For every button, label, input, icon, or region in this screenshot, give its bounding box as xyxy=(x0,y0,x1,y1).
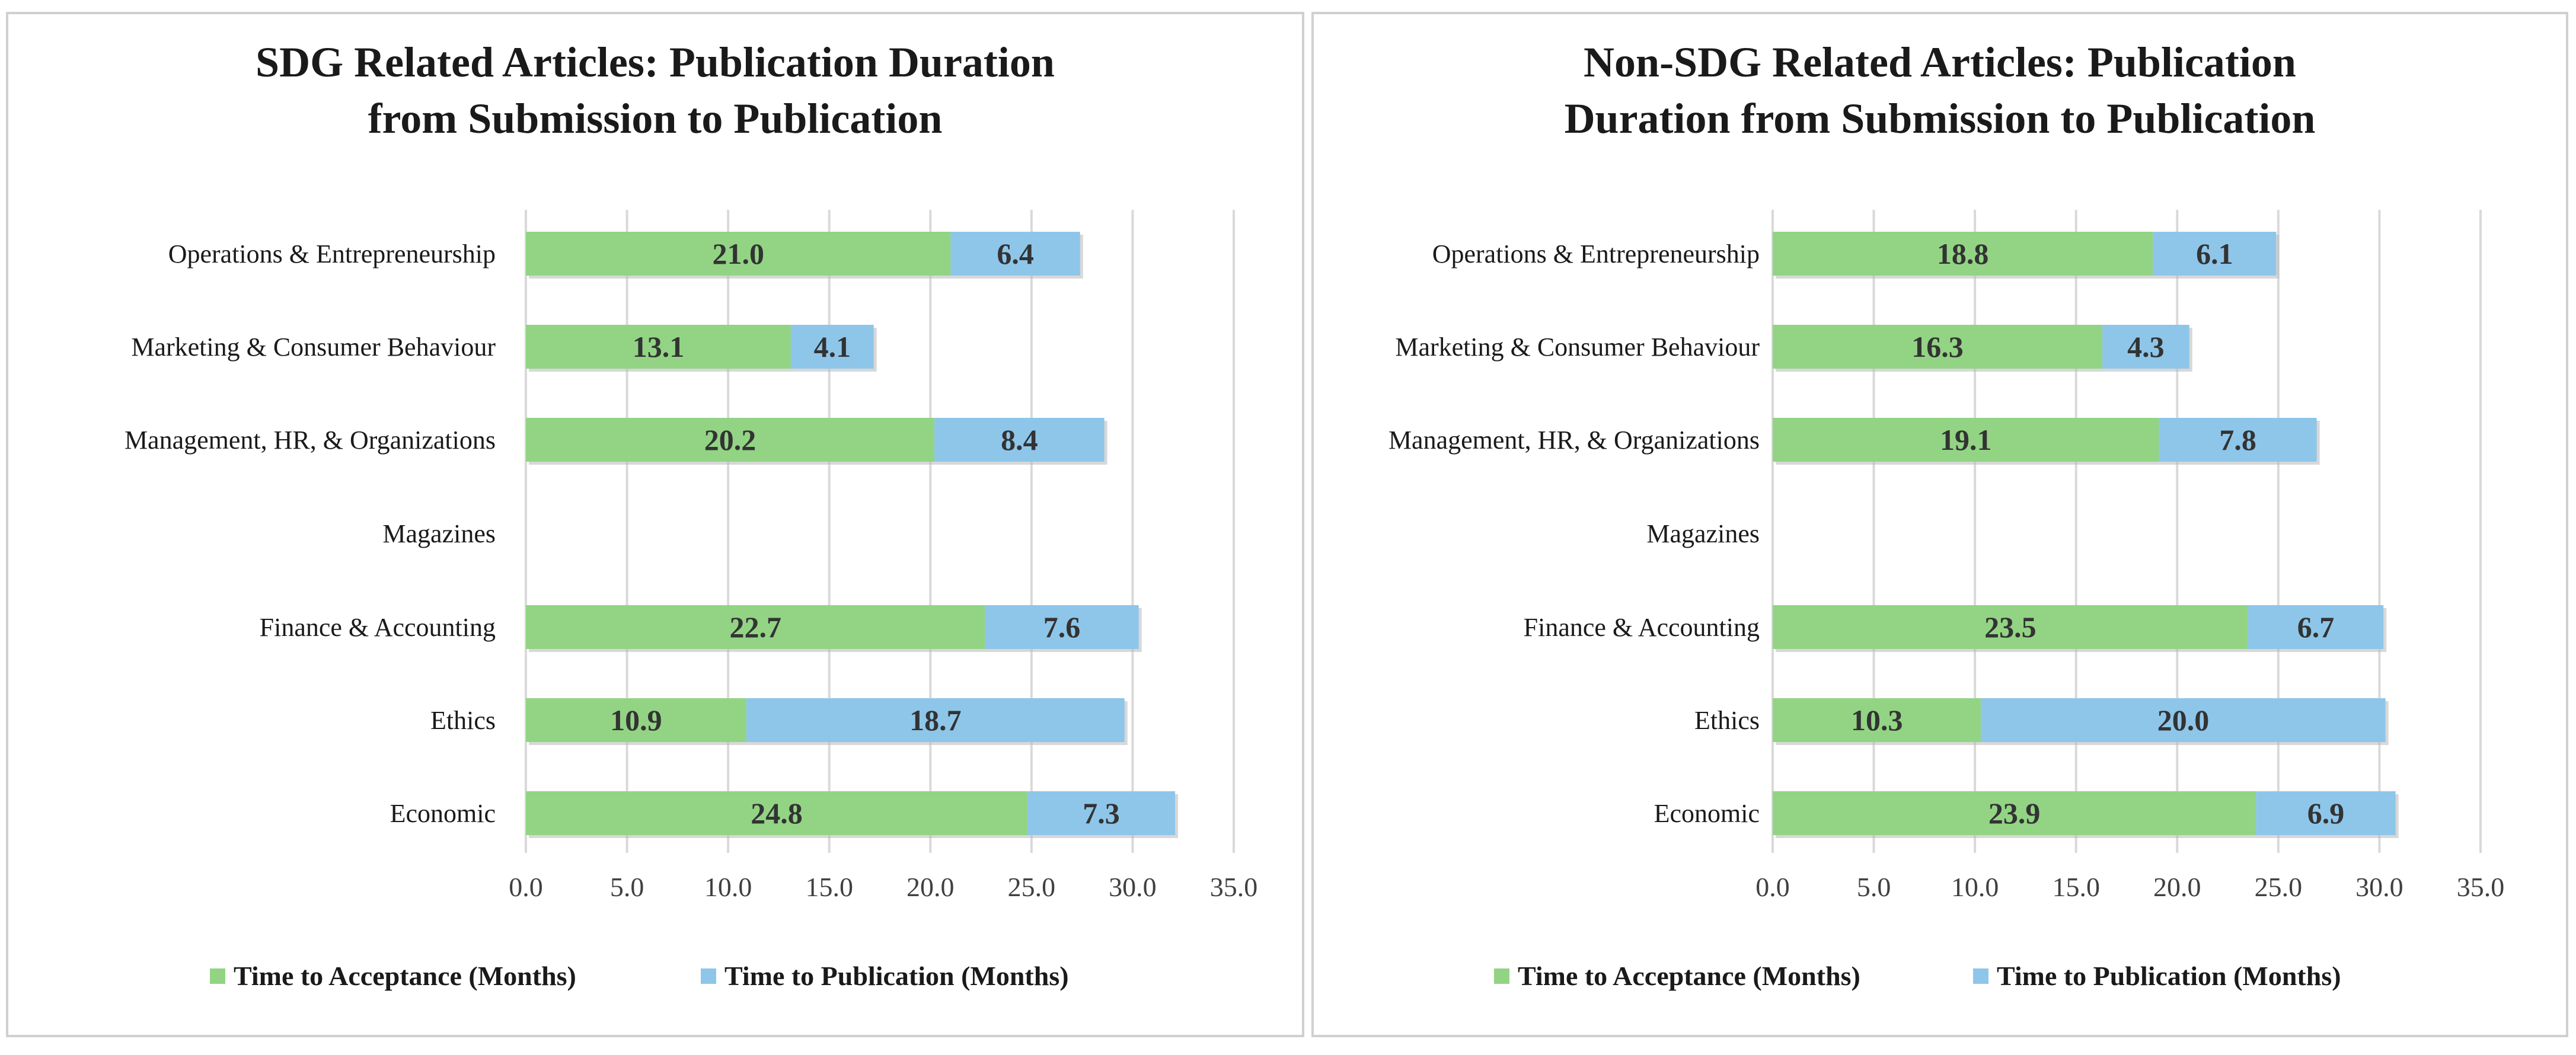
category-label: Management, HR, & Organizations xyxy=(1388,426,1760,455)
data-label: 21.0 xyxy=(712,237,764,270)
bar-publication xyxy=(790,325,874,369)
sdg-chart-panel: SDG Related Articles: Publication Durati… xyxy=(6,12,1304,1037)
data-label: 4.1 xyxy=(814,330,851,363)
data-label: 23.9 xyxy=(1988,797,2041,830)
bar-publication xyxy=(2153,232,2277,276)
x-tick-label: 20.0 xyxy=(906,872,955,902)
category-label: Finance & Accounting xyxy=(1524,613,1760,642)
data-label: 7.6 xyxy=(1043,610,1081,644)
bar-publication xyxy=(2248,605,2384,649)
x-tick-label: 0.0 xyxy=(509,872,543,902)
bar-acceptance xyxy=(526,698,746,742)
x-tick-label: 35.0 xyxy=(1210,872,1258,902)
x-tick-label: 15.0 xyxy=(2052,872,2100,902)
bar-publication xyxy=(1027,791,1176,835)
category-label: Magazines xyxy=(1646,519,1760,548)
legend-swatch xyxy=(1494,968,1509,984)
bar-publication xyxy=(934,418,1105,462)
data-label: 4.3 xyxy=(2127,330,2165,363)
bar-publication xyxy=(2102,325,2189,369)
x-tick-label: 5.0 xyxy=(610,872,644,902)
category-label: Operations & Entrepreneurship xyxy=(168,239,496,268)
data-label: 16.3 xyxy=(1911,330,1964,363)
sdg-chart: SDG Related Articles: Publication Durati… xyxy=(125,39,1258,991)
x-tick-label: 30.0 xyxy=(1109,872,1157,902)
bar-publication xyxy=(950,232,1080,276)
bar-acceptance xyxy=(526,325,791,369)
x-tick-label: 10.0 xyxy=(1951,872,1999,902)
chart-title-line-1: SDG Related Articles: Publication Durati… xyxy=(256,39,1055,86)
category-label: Ethics xyxy=(430,706,496,735)
chart-title-line-1: Non-SDG Related Articles: Publication xyxy=(1584,39,2296,86)
bar-acceptance xyxy=(1773,232,2153,276)
x-tick-label: 0.0 xyxy=(1755,872,1790,902)
legend-label: Time to Acceptance (Months) xyxy=(234,961,576,991)
legend-swatch xyxy=(210,968,225,984)
category-label: Marketing & Consumer Behaviour xyxy=(1395,333,1760,362)
bar-acceptance xyxy=(526,791,1028,835)
data-label: 18.8 xyxy=(1937,237,1989,270)
bar-publication xyxy=(2159,418,2317,462)
category-label: Finance & Accounting xyxy=(260,613,496,642)
data-label: 6.1 xyxy=(2196,237,2233,270)
data-label: 10.3 xyxy=(1851,704,1903,737)
data-label: 10.9 xyxy=(610,704,662,737)
legend-swatch xyxy=(701,968,716,984)
x-tick-label: 15.0 xyxy=(805,872,853,902)
category-label: Economic xyxy=(1654,799,1760,828)
data-label: 6.9 xyxy=(2307,797,2345,830)
legend-label: Time to Publication (Months) xyxy=(1997,961,2341,991)
category-label: Magazines xyxy=(382,519,496,548)
x-tick-label: 5.0 xyxy=(1857,872,1891,902)
x-tick-label: 25.0 xyxy=(2255,872,2303,902)
bar-publication xyxy=(1981,698,2386,742)
data-label: 7.8 xyxy=(2219,423,2256,456)
bar-acceptance xyxy=(526,418,935,462)
bar-acceptance xyxy=(1773,418,2159,462)
x-tick-label: 10.0 xyxy=(704,872,752,902)
data-label: 8.4 xyxy=(1001,423,1038,456)
chart-title-line-2: from Submission to Publication xyxy=(368,95,943,142)
bar-acceptance xyxy=(1773,605,2248,649)
x-tick-label: 35.0 xyxy=(2457,872,2505,902)
bar-publication xyxy=(746,698,1125,742)
legend-swatch xyxy=(1973,968,1988,984)
bar-acceptance xyxy=(1773,791,2256,835)
category-label: Economic xyxy=(390,799,496,828)
category-label: Marketing & Consumer Behaviour xyxy=(131,333,496,362)
bar-acceptance xyxy=(526,605,985,649)
data-label: 23.5 xyxy=(1984,610,2036,644)
data-label: 20.2 xyxy=(704,423,756,456)
bar-publication xyxy=(2256,791,2396,835)
data-label: 13.1 xyxy=(633,330,685,363)
category-label: Management, HR, & Organizations xyxy=(125,426,496,455)
x-tick-label: 30.0 xyxy=(2355,872,2403,902)
bar-acceptance xyxy=(526,232,951,276)
bar-acceptance xyxy=(1773,698,1981,742)
bar-publication xyxy=(985,605,1139,649)
data-label: 19.1 xyxy=(1940,423,1992,456)
data-label: 6.7 xyxy=(2297,610,2335,644)
data-label: 24.8 xyxy=(751,797,803,830)
category-label: Operations & Entrepreneurship xyxy=(1432,239,1760,268)
data-label: 18.7 xyxy=(909,704,962,737)
x-tick-label: 25.0 xyxy=(1008,872,1056,902)
data-label: 6.4 xyxy=(997,237,1034,270)
x-tick-label: 20.0 xyxy=(2153,872,2201,902)
non-sdg-chart-panel: Non-SDG Related Articles: Publication Dur… xyxy=(1311,12,2568,1037)
chart-title-line-2: Duration from Submission to Publication xyxy=(1565,95,2316,142)
legend-label: Time to Acceptance (Months) xyxy=(1518,961,1860,991)
non-sdg-chart: Non-SDG Related Articles: Publication Dur… xyxy=(1388,39,2505,991)
data-label: 22.7 xyxy=(729,610,781,644)
data-label: 7.3 xyxy=(1083,797,1120,830)
category-label: Ethics xyxy=(1694,706,1760,735)
legend-label: Time to Publication (Months) xyxy=(724,961,1069,991)
bar-acceptance xyxy=(1773,325,2103,369)
data-label: 20.0 xyxy=(2157,704,2210,737)
